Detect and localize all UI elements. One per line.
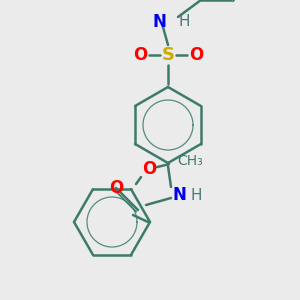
Text: O: O [142,160,156,178]
Text: CH₃: CH₃ [177,154,203,168]
Text: O: O [133,46,147,64]
Text: H: H [178,14,190,29]
Text: O: O [189,46,203,64]
Text: N: N [152,13,166,31]
Text: N: N [173,186,187,204]
Text: H: H [191,188,202,202]
Text: O: O [109,179,123,197]
Text: S: S [161,46,175,64]
